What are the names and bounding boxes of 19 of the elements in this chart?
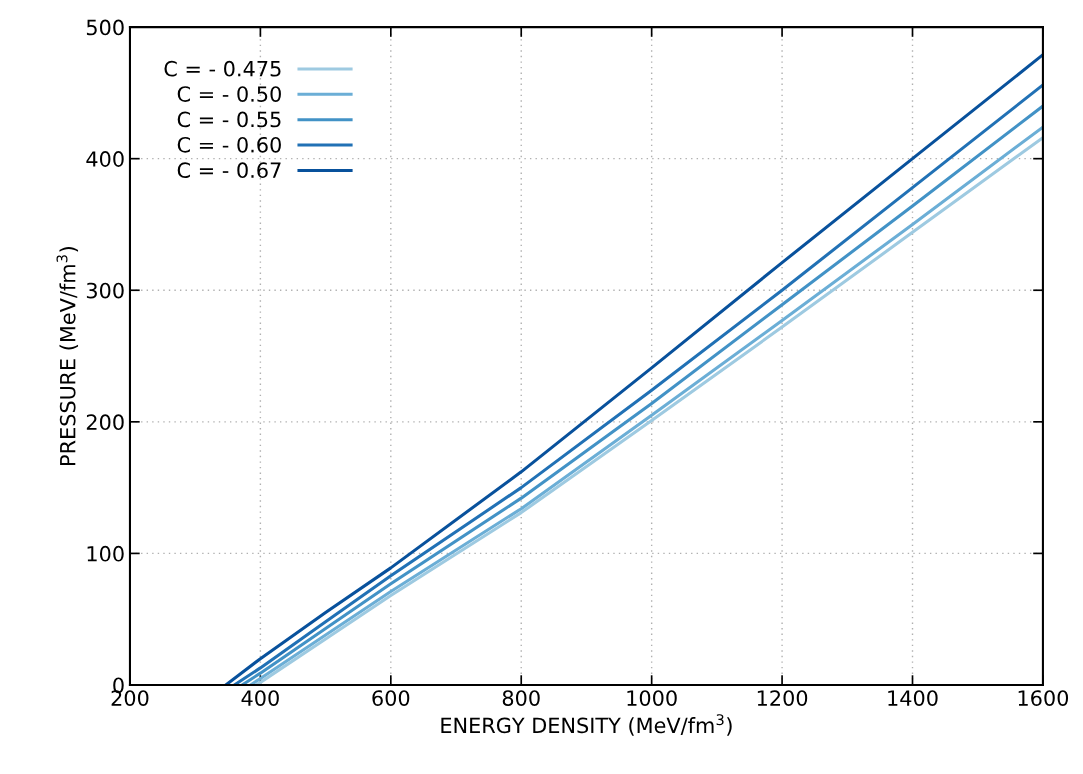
y-tick-label: 400 [86,151,124,167]
legend-label: C = - 0.475 [164,60,281,77]
x-tick-label: 400 [241,690,279,706]
y-tick-label: 500 [86,19,124,36]
x-tick-label: 1400 [888,690,938,706]
y-tick-label: 300 [86,282,124,299]
y-tick-label: 200 [86,414,124,431]
legend-label: C = - 0.50 [177,86,281,102]
x-axis-title: ENERGY DENSITY (MeV/fm$^{3}$) [441,714,732,736]
x-tick-label: 1600 [1018,690,1069,706]
y-tick-label: 100 [87,545,124,562]
x-tick-label: 1000 [627,690,677,706]
x-tick-label: 1200 [757,690,808,706]
x-tick-label: 600 [372,690,410,706]
legend-label: C = - 0.67 [177,162,281,179]
legend-label: C = - 0.55 [177,111,281,128]
legend-label: C = - 0.60 [177,136,281,153]
x-tick-label: 800 [502,690,540,706]
y-axis-title: PRESSURE (MeV/fm$^{3}$) [56,247,79,465]
